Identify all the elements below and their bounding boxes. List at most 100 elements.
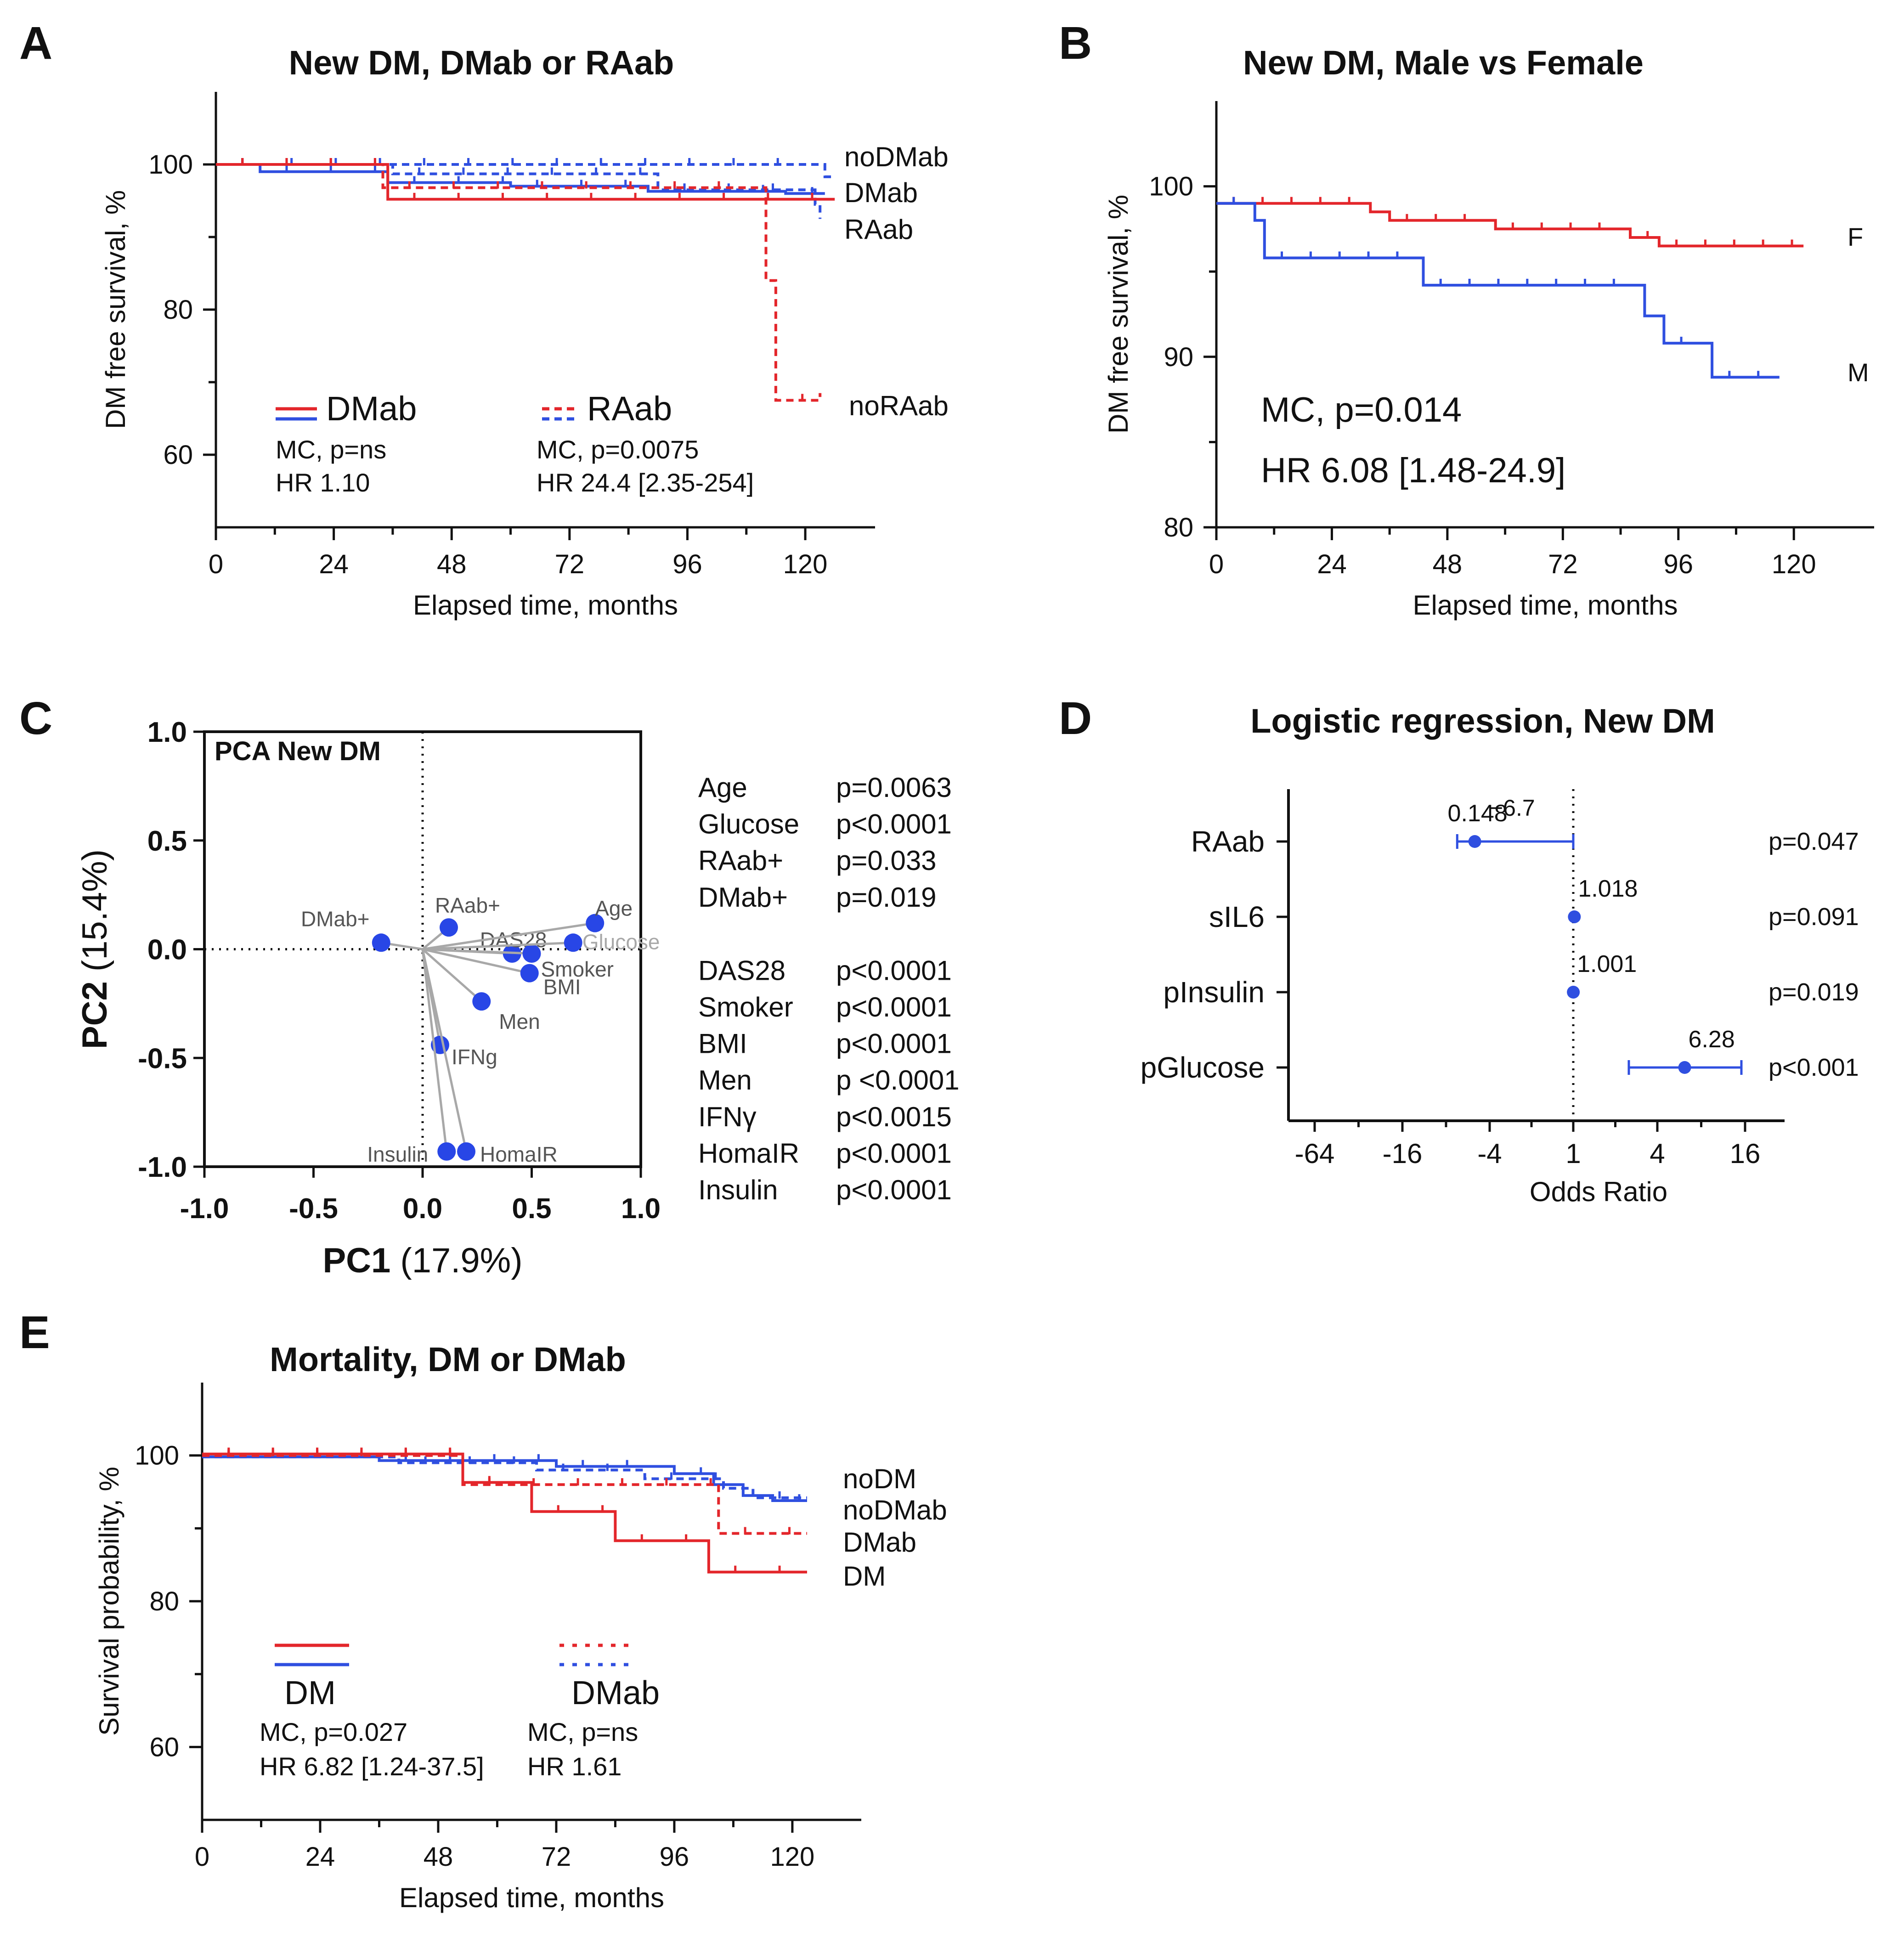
x-tick-label: -4 [1477, 1138, 1502, 1169]
series-noraab [216, 163, 822, 402]
panel-letter: A [19, 17, 52, 69]
y-tick-label: 1.0 [147, 717, 187, 748]
y-tick-label: -0.5 [138, 1043, 187, 1074]
x-tick-label: -1.0 [180, 1193, 229, 1225]
x-axis-label: Elapsed time, months [1413, 590, 1678, 621]
pvalue-value: p<0.0015 [836, 1101, 952, 1132]
x-axis-label-pct: (17.9%) [390, 1241, 522, 1280]
pca-point-bmi [520, 964, 539, 983]
panel-letter: E [19, 1307, 50, 1358]
pca-point-men [472, 992, 491, 1011]
y-axis-label: DM free survival, % [100, 190, 131, 429]
loading-arrow-men [422, 948, 482, 1003]
series-m [1216, 202, 1780, 379]
panel-c: C PCA New DM -1.0 -0.5 0.0 0.5 1.0 -1.0 -0.5 0.0 0… [19, 693, 960, 1280]
loading-arrow-bmi [422, 948, 530, 975]
series-end-label: noDMab [843, 1495, 947, 1525]
legend-stat: HR 6.82 [1.24-37.5] [260, 1752, 484, 1781]
x-tick-label: 0.0 [403, 1193, 442, 1225]
pvalue-value: p<0.0001 [836, 955, 952, 986]
pca-point-label: Smoker [541, 957, 614, 981]
x-tick-label: 0 [1209, 549, 1224, 579]
pca-point-label: Glucose [582, 930, 660, 954]
pca-point-label: RAab+ [435, 893, 500, 917]
x-tick-label: 24 [1317, 549, 1347, 579]
series-end-label: DMab [843, 1527, 916, 1558]
y-tick-label: 60 [149, 1732, 179, 1762]
pvalue-name: DAS28 [698, 955, 785, 986]
x-tick-label: -64 [1295, 1138, 1335, 1169]
or-value-label: 1.018 [1578, 875, 1638, 902]
series-dmab [202, 1454, 807, 1535]
pvalue-value: p<0.0001 [836, 992, 952, 1022]
pvalue-name: Age [698, 772, 747, 803]
pca-point-homair [457, 1142, 475, 1161]
y-tick-label: 100 [148, 150, 193, 180]
y-axis-label: DM free survival, % [1103, 195, 1134, 434]
pvalue-value: p<0.0001 [836, 1028, 952, 1059]
series-nodm [202, 1455, 807, 1502]
annotation: HR 6.08 [1.48-24.9] [1261, 451, 1565, 490]
pvalue-name: IFNγ [698, 1101, 757, 1132]
x-axis-label: Elapsed time, months [399, 1882, 664, 1913]
x-tick-label: 24 [319, 549, 349, 579]
series-end-label: DM [843, 1561, 886, 1592]
series-end-label: RAab [844, 214, 913, 245]
y-tick-label: 100 [1149, 172, 1193, 202]
x-tick-label: 0 [195, 1842, 209, 1872]
x-tick-label: 72 [542, 1842, 571, 1872]
or-value-label: 1.001 [1577, 951, 1637, 977]
series-raab [216, 163, 822, 219]
y-axis-label: Survival probability, % [94, 1467, 124, 1736]
pvalue-value: p<0.0001 [836, 1138, 952, 1169]
pvalue-value: p=0.019 [836, 882, 937, 913]
p-value: p=0.091 [1768, 903, 1859, 931]
legend-stat: HR 24.4 [2.35-254] [537, 468, 754, 497]
series-nodmab [202, 1455, 807, 1499]
chart-title: PCA New DM [215, 736, 381, 766]
y-axis-label-pct: (15.4%) [75, 849, 114, 981]
x-tick-label: -0.5 [289, 1193, 338, 1225]
y-tick-label: 80 [149, 1587, 179, 1616]
x-tick-label: 48 [1433, 549, 1463, 579]
pca-point-label: Insulin [367, 1142, 428, 1166]
annotation: MC, p=0.014 [1261, 390, 1462, 429]
y-tick-label: 100 [135, 1441, 179, 1471]
y-tick-label: 0.0 [147, 934, 187, 966]
x-tick-label: 1.0 [621, 1193, 661, 1225]
x-tick-label: 96 [672, 549, 702, 579]
pvalue-name: RAab+ [698, 845, 783, 876]
loading-arrow-insulin [421, 949, 448, 1152]
x-tick-label: 0 [209, 549, 223, 579]
pca-point-label: Age [595, 897, 633, 920]
x-tick-label: 72 [1548, 549, 1578, 579]
pvalue-value: p<0.0001 [836, 1175, 952, 1205]
pvalue-name: Insulin [698, 1175, 778, 1205]
p-value: p=0.019 [1768, 978, 1859, 1006]
y-tick-label: 80 [1164, 513, 1193, 542]
pvalue-value: p <0.0001 [836, 1065, 960, 1096]
chart-title: New DM, DMab or RAab [289, 44, 674, 82]
p-value: p<0.001 [1768, 1054, 1859, 1081]
pvalue-name: Smoker [698, 992, 793, 1022]
legend-stat: HR 1.10 [276, 468, 370, 497]
x-tick-label: 120 [1772, 549, 1816, 579]
or-point-pinsulin [1567, 986, 1580, 999]
or-point-sil6 [1568, 910, 1581, 923]
legend-name: DM [284, 1675, 336, 1711]
pca-point-age [586, 914, 605, 932]
legend-stat: MC, p=0.027 [260, 1717, 407, 1746]
pvalue-value: p=0.033 [836, 845, 937, 876]
pvalue-value: p<0.0001 [836, 809, 952, 840]
pca-point-glucose [564, 933, 582, 952]
or-point-pglucose [1678, 1061, 1691, 1074]
pca-point-smoker [522, 944, 541, 963]
series-end-label: noRAab [849, 390, 949, 421]
x-tick-label: 120 [783, 549, 828, 579]
series-dm-dmab [216, 163, 835, 201]
x-tick-label: 4 [1650, 1138, 1665, 1169]
pca-point-dmab [372, 933, 390, 952]
pca-point-label: DMab+ [301, 907, 370, 931]
pca-point-label: IFNg [452, 1045, 497, 1069]
panel-e: E Mortality, DM or DMab 0 24 48 72 96 120 60 80 10… [19, 1307, 947, 1913]
